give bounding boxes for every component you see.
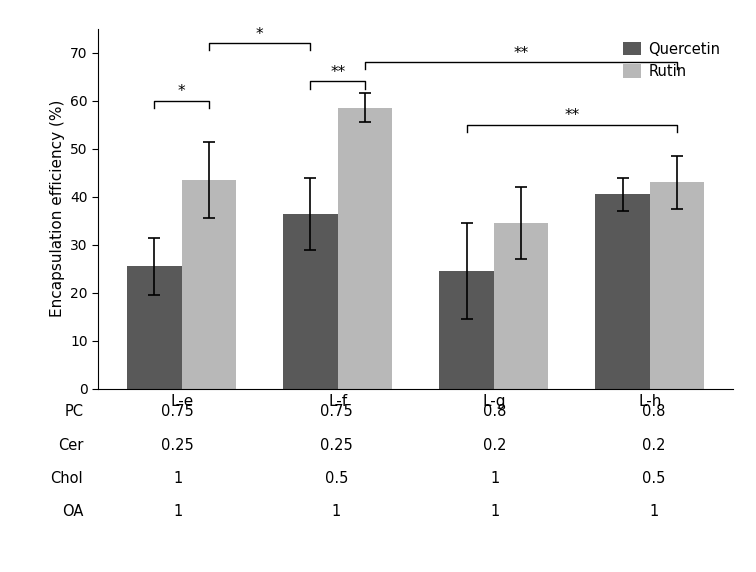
Text: **: ** — [330, 65, 345, 80]
Text: 0.2: 0.2 — [642, 438, 666, 452]
Bar — [127, 267, 181, 389]
Bar — [494, 223, 548, 389]
Legend: Quercetin, Rutin: Quercetin, Rutin — [618, 36, 726, 85]
Y-axis label: Encapsulation efficiency (%): Encapsulation efficiency (%) — [50, 100, 65, 317]
Text: 0.25: 0.25 — [320, 438, 353, 452]
Text: 0.5: 0.5 — [325, 471, 348, 486]
Text: 0.75: 0.75 — [161, 404, 194, 419]
Bar — [284, 213, 338, 389]
Text: *: * — [256, 26, 264, 42]
Text: 0.75: 0.75 — [320, 404, 353, 419]
Text: 1: 1 — [491, 504, 500, 519]
Text: Chol: Chol — [51, 471, 83, 486]
Text: Cer: Cer — [57, 438, 83, 452]
Text: PC: PC — [64, 404, 83, 419]
Text: **: ** — [564, 108, 579, 123]
Text: 1: 1 — [173, 504, 182, 519]
Bar — [338, 108, 392, 389]
Text: 0.2: 0.2 — [483, 438, 507, 452]
Bar — [181, 180, 237, 389]
Bar — [439, 271, 494, 389]
Text: 0.8: 0.8 — [484, 404, 507, 419]
Text: **: ** — [513, 46, 528, 61]
Text: *: * — [178, 84, 185, 99]
Text: 0.8: 0.8 — [643, 404, 665, 419]
Bar — [595, 194, 650, 389]
Text: 0.25: 0.25 — [161, 438, 194, 452]
Text: 1: 1 — [332, 504, 341, 519]
Text: 1: 1 — [649, 504, 658, 519]
Text: 1: 1 — [491, 471, 500, 486]
Text: OA: OA — [62, 504, 83, 519]
Text: 0.5: 0.5 — [643, 471, 665, 486]
Text: 1: 1 — [173, 471, 182, 486]
Bar — [650, 182, 705, 389]
